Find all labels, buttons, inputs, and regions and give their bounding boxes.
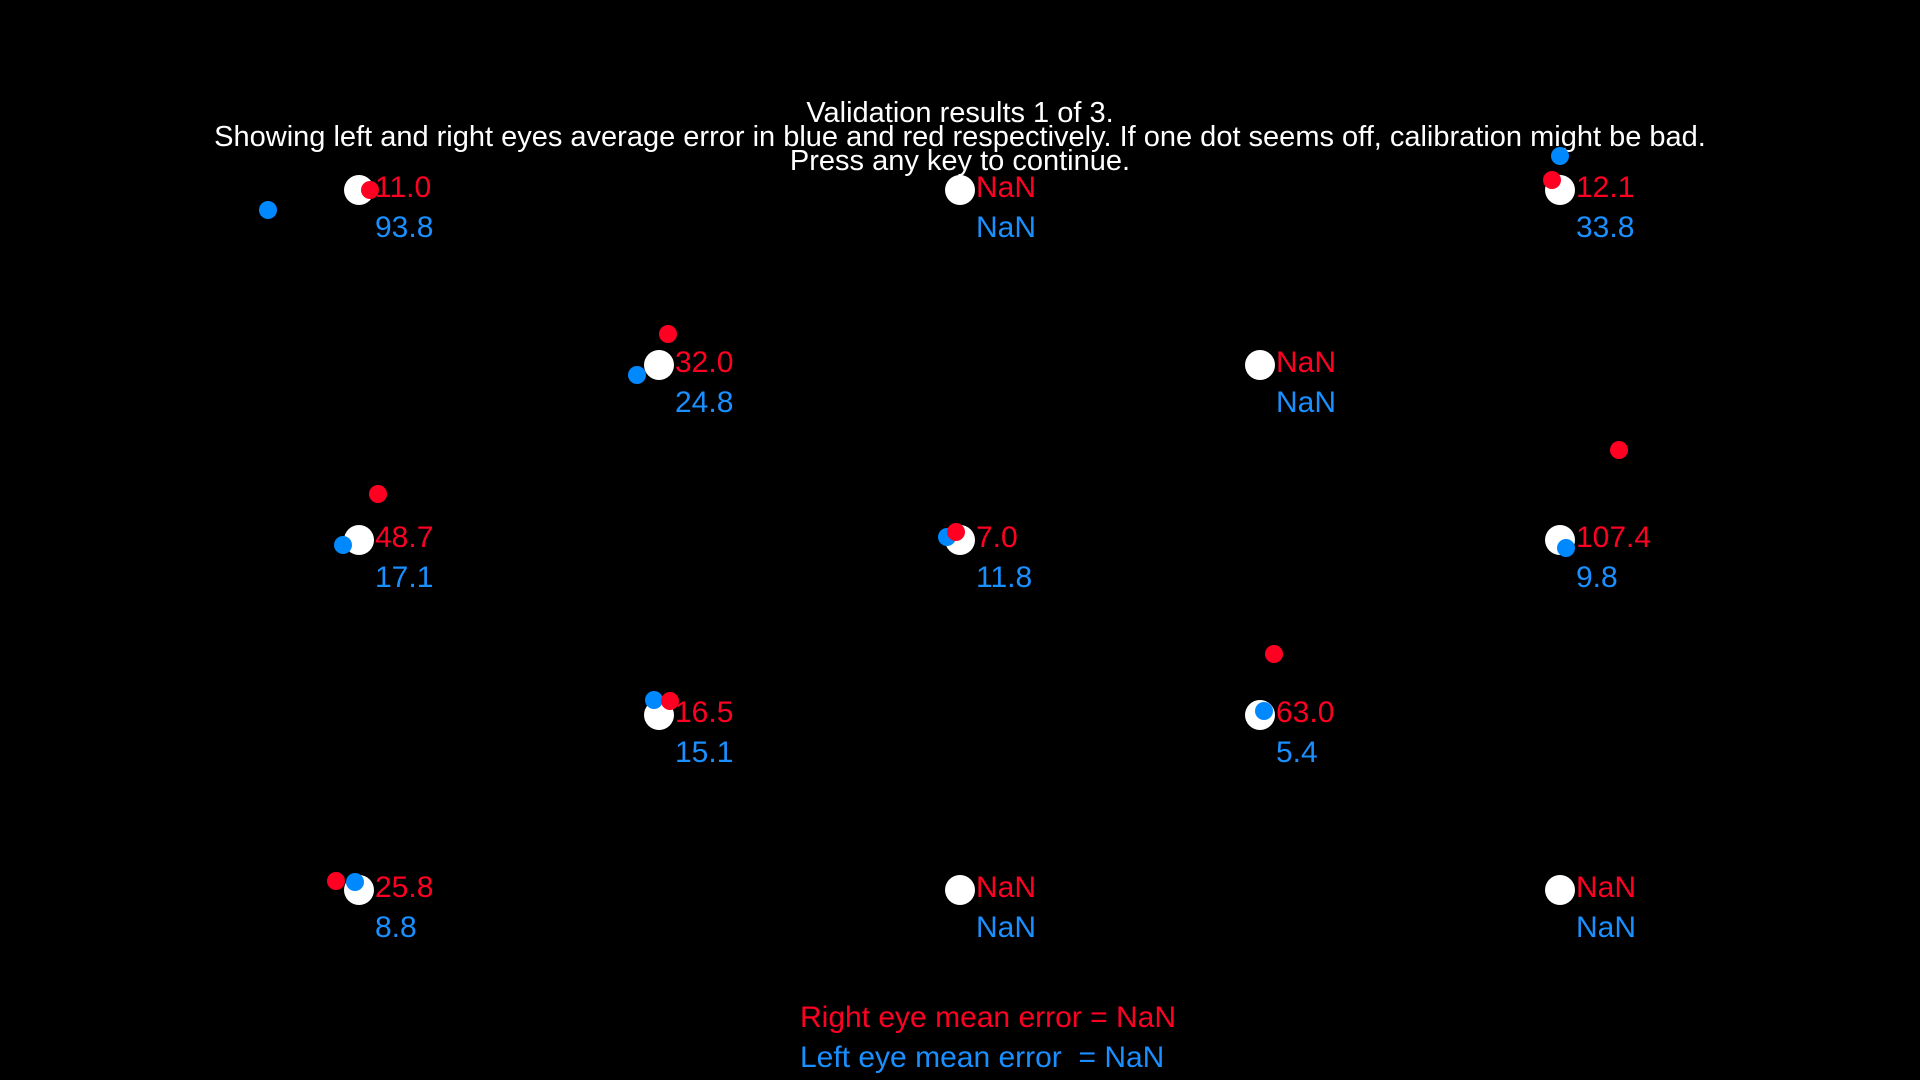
right-eye-error-label: 25.8 xyxy=(375,871,434,904)
right-eye-error-label: NaN xyxy=(1276,346,1337,379)
right-eye-gaze-dot xyxy=(947,523,965,541)
left-eye-gaze-dot xyxy=(628,366,646,384)
left-eye-gaze-dot xyxy=(259,201,277,219)
right-eye-error-label: 48.7 xyxy=(375,521,434,554)
validation-target-dot xyxy=(945,875,975,905)
right-eye-error-label: 107.4 xyxy=(1576,521,1652,554)
left-eye-gaze-dot xyxy=(1557,539,1575,557)
left-eye-gaze-dot xyxy=(346,873,364,891)
validation-target-dot xyxy=(945,175,975,205)
left-eye-mean-error: Left eye mean error = NaN xyxy=(800,1041,1165,1074)
validation-description: Showing left and right eyes average erro… xyxy=(214,121,1706,153)
right-eye-error-label: NaN xyxy=(1576,871,1637,904)
left-eye-error-label: 11.8 xyxy=(976,561,1033,594)
left-eye-error-label: NaN xyxy=(1276,386,1337,419)
validation-title: Validation results 1 of 3. xyxy=(806,97,1114,129)
left-eye-gaze-dot xyxy=(1551,147,1569,165)
right-eye-error-label: NaN xyxy=(976,171,1037,204)
continue-prompt: Press any key to continue. xyxy=(789,145,1131,177)
left-eye-gaze-dot xyxy=(1255,702,1273,720)
validation-target-dot xyxy=(644,350,674,380)
right-eye-gaze-dot xyxy=(361,181,379,199)
right-eye-gaze-dot xyxy=(1543,171,1561,189)
right-eye-mean-error: Right eye mean error = NaN xyxy=(800,1001,1176,1034)
right-eye-gaze-dot xyxy=(1265,645,1283,663)
left-eye-gaze-dot xyxy=(334,536,352,554)
right-eye-gaze-dot xyxy=(661,692,679,710)
left-eye-error-label: NaN xyxy=(976,911,1037,944)
left-eye-gaze-dot xyxy=(645,691,663,709)
right-eye-error-label: 12.1 xyxy=(1576,171,1635,204)
left-eye-error-label: 5.4 xyxy=(1276,736,1318,769)
left-eye-error-label: NaN xyxy=(976,211,1037,244)
right-eye-error-label: 7.0 xyxy=(976,521,1018,554)
right-eye-error-label: 63.0 xyxy=(1276,696,1335,729)
right-eye-error-label: NaN xyxy=(976,871,1037,904)
left-eye-error-label: 17.1 xyxy=(375,561,434,594)
right-eye-gaze-dot xyxy=(659,325,677,343)
right-eye-error-label: 11.0 xyxy=(375,171,432,204)
validation-target-dot xyxy=(1245,350,1275,380)
right-eye-error-label: 16.5 xyxy=(675,696,734,729)
left-eye-error-label: 93.8 xyxy=(375,211,434,244)
left-eye-error-label: 15.1 xyxy=(675,736,734,769)
right-eye-gaze-dot xyxy=(1610,441,1628,459)
left-eye-error-label: 8.8 xyxy=(375,911,417,944)
right-eye-gaze-dot xyxy=(369,485,387,503)
left-eye-error-label: 9.8 xyxy=(1576,561,1618,594)
right-eye-error-label: 32.0 xyxy=(675,346,734,379)
left-eye-error-label: 33.8 xyxy=(1576,211,1635,244)
left-eye-error-label: 24.8 xyxy=(675,386,734,419)
left-eye-error-label: NaN xyxy=(1576,911,1637,944)
right-eye-gaze-dot xyxy=(327,872,345,890)
validation-target-dot xyxy=(1545,875,1575,905)
